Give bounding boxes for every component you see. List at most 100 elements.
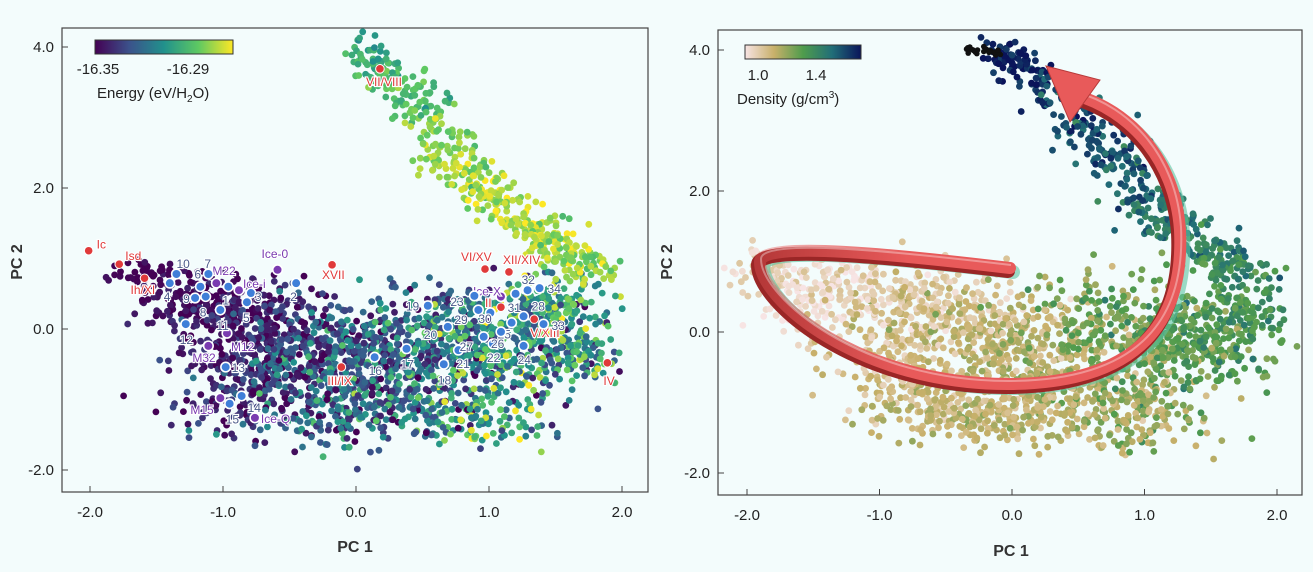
scatter-point <box>380 434 387 441</box>
scatter-point <box>139 297 146 304</box>
labeled-point <box>511 289 521 299</box>
point-label: Ice-Q <box>261 412 290 426</box>
scatter-point <box>455 145 462 152</box>
scatter-point <box>1096 298 1103 305</box>
scatter-point <box>1272 268 1279 275</box>
scatter-point <box>967 424 974 431</box>
scatter-point <box>342 50 349 57</box>
labeled-point <box>539 319 549 329</box>
scatter-point <box>1107 303 1114 310</box>
point-label: 27 <box>460 340 474 354</box>
scatter-point <box>583 333 590 340</box>
scatter-point <box>569 378 576 385</box>
scatter-point <box>1156 277 1163 284</box>
scatter-point <box>320 453 327 460</box>
scatter-point <box>1074 416 1081 423</box>
scatter-point <box>605 323 612 330</box>
scatter-point <box>1049 416 1056 423</box>
scatter-point <box>933 304 940 311</box>
scatter-point <box>554 430 561 437</box>
scatter-point <box>554 232 561 239</box>
scatter-point <box>849 421 856 428</box>
scatter-point <box>257 426 264 433</box>
scatter-point <box>219 351 226 358</box>
scatter-point <box>266 307 273 314</box>
scatter-point <box>1019 427 1026 434</box>
scatter-point <box>383 56 390 63</box>
scatter-point <box>1066 395 1073 402</box>
scatter-point <box>417 155 424 162</box>
scatter-point <box>858 406 865 413</box>
scatter-point <box>176 350 183 357</box>
scatter-point <box>213 431 220 438</box>
scatter-point <box>439 409 446 416</box>
scatter-point <box>591 371 598 378</box>
scatter-point <box>446 335 453 342</box>
point-label: XII/XIV <box>503 253 540 267</box>
scatter-point <box>468 427 475 434</box>
scatter-point <box>1238 353 1245 360</box>
scatter-point <box>809 297 816 304</box>
scatter-point <box>1113 303 1120 310</box>
scatter-point <box>1150 439 1157 446</box>
scatter-point <box>911 291 918 298</box>
scatter-point <box>1294 343 1301 350</box>
scatter-point <box>209 312 216 319</box>
scatter-point <box>969 331 976 338</box>
scatter-point <box>874 377 881 384</box>
x-axis-label: PC 1 <box>337 539 373 556</box>
scatter-point <box>988 328 995 335</box>
scatter-point <box>1158 398 1165 405</box>
point-label: XVII <box>322 268 345 282</box>
scatter-point <box>1005 356 1012 363</box>
scatter-point <box>1021 319 1028 326</box>
point-label: 29 <box>454 313 468 327</box>
scatter-point <box>1147 315 1154 322</box>
scatter-point <box>461 170 468 177</box>
scatter-point <box>948 395 955 402</box>
scatter-point <box>430 373 437 380</box>
scatter-point <box>230 323 237 330</box>
scatter-point <box>478 418 485 425</box>
scatter-point <box>1102 332 1109 339</box>
scatter-point <box>823 354 830 361</box>
scatter-point <box>398 419 405 426</box>
scatter-point <box>1141 360 1148 367</box>
scatter-point <box>513 369 520 376</box>
scatter-point <box>843 321 850 328</box>
scatter-point <box>811 350 818 357</box>
point-label: 9 <box>183 292 190 306</box>
scatter-point <box>1092 281 1099 288</box>
scatter-point <box>1159 249 1166 256</box>
scatter-point <box>506 399 513 406</box>
scatter-point <box>1016 450 1023 457</box>
scatter-point <box>440 424 447 431</box>
scatter-point <box>937 336 944 343</box>
labeled-point <box>204 341 214 351</box>
scatter-point <box>587 254 594 261</box>
scatter-point <box>393 320 400 327</box>
y-axis-label: PC 2 <box>9 244 26 280</box>
scatter-point <box>773 312 780 319</box>
scatter-point <box>184 389 191 396</box>
scatter-point <box>962 402 969 409</box>
scatter-point <box>389 416 396 423</box>
scatter-point <box>574 308 581 315</box>
scatter-point <box>283 349 290 356</box>
scatter-point <box>305 303 312 310</box>
scatter-point <box>444 147 451 154</box>
scatter-point <box>721 265 728 272</box>
scatter-point <box>1092 435 1099 442</box>
point-label: 17 <box>401 358 415 372</box>
scatter-point <box>218 384 225 391</box>
scatter-point <box>996 417 1003 424</box>
scatter-point <box>467 406 474 413</box>
scatter-point <box>1057 302 1064 309</box>
scatter-point <box>564 367 571 374</box>
scatter-point <box>977 304 984 311</box>
scatter-point <box>391 309 398 316</box>
scatter-point <box>1218 346 1225 353</box>
scatter-point <box>924 396 931 403</box>
scatter-point <box>396 381 403 388</box>
scatter-point <box>1139 381 1146 388</box>
